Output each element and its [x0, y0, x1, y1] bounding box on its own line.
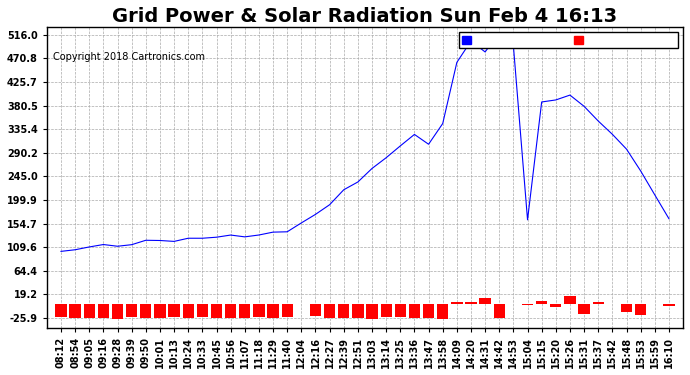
Bar: [197, 304, 208, 318]
Bar: [253, 304, 264, 317]
Bar: [310, 304, 321, 316]
Bar: [126, 304, 137, 317]
Bar: [282, 304, 293, 317]
Bar: [663, 304, 675, 306]
Bar: [324, 304, 335, 318]
Bar: [98, 304, 109, 318]
Bar: [480, 298, 491, 304]
Bar: [593, 302, 604, 304]
Bar: [635, 304, 647, 315]
Title: Grid Power & Solar Radiation Sun Feb 4 16:13: Grid Power & Solar Radiation Sun Feb 4 1…: [112, 7, 618, 26]
Bar: [211, 304, 222, 318]
Bar: [352, 304, 364, 318]
Bar: [112, 304, 124, 319]
Bar: [338, 304, 349, 318]
Bar: [239, 304, 250, 318]
Bar: [268, 304, 279, 318]
Bar: [649, 303, 660, 304]
Bar: [564, 296, 575, 304]
Bar: [380, 304, 392, 317]
Bar: [366, 304, 377, 319]
Bar: [437, 304, 448, 319]
Bar: [621, 304, 632, 312]
Bar: [578, 304, 590, 314]
Bar: [536, 301, 547, 304]
Bar: [451, 302, 462, 304]
Bar: [70, 304, 81, 318]
Bar: [225, 304, 236, 318]
Text: Copyright 2018 Cartronics.com: Copyright 2018 Cartronics.com: [53, 51, 205, 62]
Bar: [55, 304, 67, 318]
Bar: [395, 304, 406, 318]
Bar: [408, 304, 420, 318]
Bar: [140, 304, 152, 318]
Bar: [83, 304, 95, 318]
Bar: [493, 304, 505, 318]
Bar: [168, 304, 179, 317]
Bar: [465, 302, 477, 304]
Legend: Radiation (w/m2), Grid  (AC Watts): Radiation (w/m2), Grid (AC Watts): [459, 32, 678, 48]
Bar: [550, 304, 562, 307]
Bar: [155, 304, 166, 318]
Bar: [183, 304, 194, 318]
Bar: [423, 304, 434, 318]
